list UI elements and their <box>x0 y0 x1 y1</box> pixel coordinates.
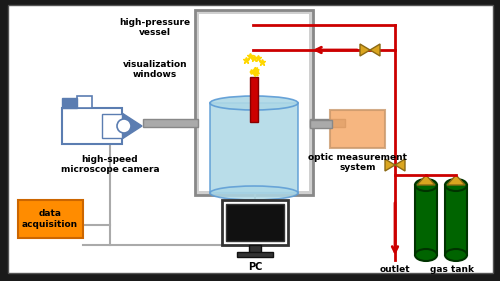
Polygon shape <box>122 113 142 139</box>
Bar <box>195 10 313 195</box>
Bar <box>250 77 258 122</box>
Bar <box>310 119 345 127</box>
Bar <box>445 185 467 255</box>
Ellipse shape <box>445 249 467 261</box>
Text: optic measurement
system: optic measurement system <box>308 153 408 173</box>
Text: high-speed
microscope camera: high-speed microscope camera <box>60 155 160 175</box>
Text: data
acquisition: data acquisition <box>22 209 78 229</box>
Polygon shape <box>417 175 435 185</box>
Polygon shape <box>385 159 395 171</box>
Bar <box>62 108 122 144</box>
Bar <box>199 14 309 191</box>
Text: PC: PC <box>248 262 262 272</box>
Bar <box>18 200 83 238</box>
Polygon shape <box>360 44 370 56</box>
Polygon shape <box>447 175 465 185</box>
Bar <box>210 103 298 193</box>
Bar <box>415 185 437 255</box>
Ellipse shape <box>445 179 467 191</box>
Circle shape <box>117 119 131 133</box>
Text: gas tank: gas tank <box>430 265 474 274</box>
Ellipse shape <box>210 186 298 200</box>
Bar <box>237 252 273 257</box>
Text: high-pressure
vessel: high-pressure vessel <box>120 18 190 37</box>
Bar <box>249 245 261 253</box>
Bar <box>310 120 332 128</box>
Polygon shape <box>395 159 405 171</box>
Bar <box>143 119 198 127</box>
Bar <box>102 114 122 138</box>
Text: visualization
windows: visualization windows <box>122 60 188 80</box>
Ellipse shape <box>415 179 437 191</box>
Bar <box>222 200 288 245</box>
Ellipse shape <box>415 249 437 261</box>
Bar <box>330 110 385 148</box>
Text: outlet: outlet <box>380 265 410 274</box>
Polygon shape <box>77 96 92 108</box>
Polygon shape <box>62 98 77 108</box>
Ellipse shape <box>210 96 298 110</box>
Bar <box>226 204 284 241</box>
Polygon shape <box>370 44 380 56</box>
